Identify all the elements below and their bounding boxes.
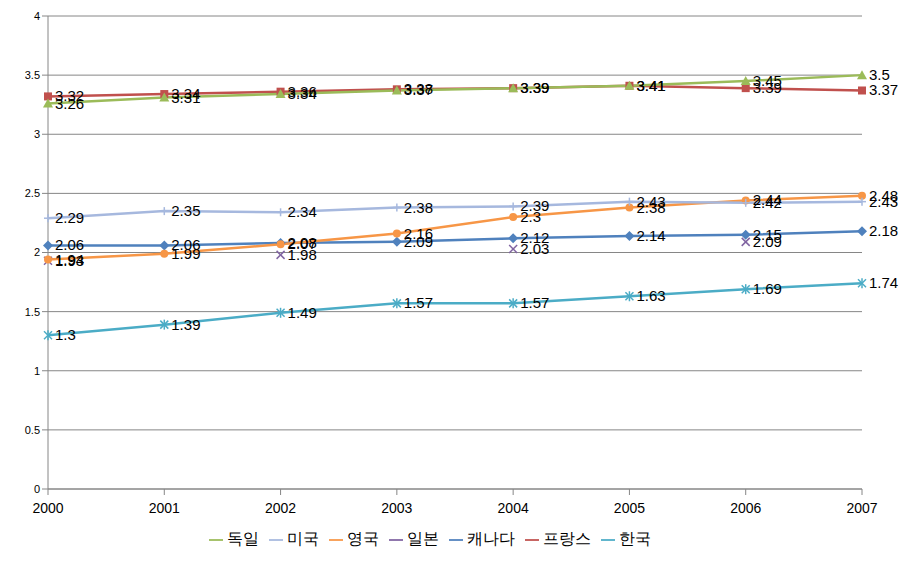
html-text:영국: 영국 — [347, 530, 379, 547]
svg-text:2.39: 2.39 — [520, 197, 549, 214]
svg-text:2004: 2004 — [498, 500, 529, 516]
svg-text:1.63: 1.63 — [636, 287, 665, 304]
svg-text:2000: 2000 — [32, 500, 63, 516]
svg-text:1.3: 1.3 — [55, 326, 76, 343]
svg-text:1.49: 1.49 — [288, 304, 317, 321]
svg-text:3.26: 3.26 — [55, 95, 84, 112]
svg-text:1.74: 1.74 — [869, 274, 898, 291]
svg-text:2.5: 2.5 — [25, 187, 40, 199]
svg-text:3.34: 3.34 — [288, 85, 317, 102]
svg-text:1.57: 1.57 — [520, 294, 549, 311]
svg-text:4: 4 — [34, 10, 40, 22]
svg-text:2.18: 2.18 — [869, 222, 898, 239]
svg-text:0: 0 — [34, 483, 40, 495]
svg-text:1.57: 1.57 — [404, 294, 433, 311]
svg-text:2.07: 2.07 — [288, 235, 317, 252]
svg-text:1.69: 1.69 — [753, 280, 782, 297]
svg-text:2.43: 2.43 — [869, 193, 898, 210]
svg-text:2001: 2001 — [149, 500, 180, 516]
svg-text:1.39: 1.39 — [171, 316, 200, 333]
svg-text:1.99: 1.99 — [171, 245, 200, 262]
svg-text:2: 2 — [34, 246, 40, 258]
html-text:프랑스: 프랑스 — [543, 530, 591, 547]
svg-text:3.5: 3.5 — [25, 69, 40, 81]
svg-text:3.39: 3.39 — [520, 79, 549, 96]
html-text:독일: 독일 — [227, 530, 259, 547]
svg-text:2.16: 2.16 — [404, 225, 433, 242]
svg-text:2.03: 2.03 — [520, 240, 549, 257]
svg-text:2002: 2002 — [265, 500, 296, 516]
svg-text:2.12: 2.12 — [520, 229, 550, 247]
svg-text:1: 1 — [34, 365, 40, 377]
svg-text:3.37: 3.37 — [404, 81, 433, 98]
svg-text:0.5: 0.5 — [25, 424, 40, 436]
svg-text:3.41: 3.41 — [636, 77, 665, 94]
html-text:일본: 일본 — [407, 530, 439, 547]
svg-text:3.5: 3.5 — [869, 66, 890, 83]
svg-text:3: 3 — [34, 128, 40, 140]
svg-text:2.3: 2.3 — [520, 208, 541, 225]
svg-text:2.09: 2.09 — [753, 233, 782, 250]
svg-text:2.34: 2.34 — [288, 203, 317, 220]
svg-text:3.37: 3.37 — [869, 81, 898, 98]
svg-text:3.41: 3.41 — [636, 77, 665, 94]
svg-text:3.39: 3.39 — [520, 79, 549, 96]
svg-text:2.43: 2.43 — [636, 193, 665, 210]
svg-text:2.35: 2.35 — [171, 202, 200, 219]
html-text:한국: 한국 — [619, 530, 651, 547]
svg-text:1.5: 1.5 — [25, 306, 40, 318]
svg-text:2.14: 2.14 — [636, 227, 665, 244]
svg-text:2006: 2006 — [730, 500, 761, 516]
svg-text:3.45: 3.45 — [753, 72, 782, 89]
svg-text:3.31: 3.31 — [171, 89, 200, 106]
svg-text:2005: 2005 — [614, 500, 645, 516]
svg-text:2.42: 2.42 — [753, 194, 782, 211]
svg-text:2007: 2007 — [846, 500, 877, 516]
svg-text:2.29: 2.29 — [55, 209, 84, 226]
svg-text:1.94: 1.94 — [55, 251, 84, 268]
svg-text:1.98: 1.98 — [287, 245, 317, 263]
svg-text:2.06: 2.06 — [55, 236, 85, 254]
html-text:캐나다: 캐나다 — [467, 530, 515, 547]
html-text:미국: 미국 — [287, 530, 319, 547]
svg-text:2003: 2003 — [381, 500, 412, 516]
svg-text:2.38: 2.38 — [404, 199, 433, 216]
